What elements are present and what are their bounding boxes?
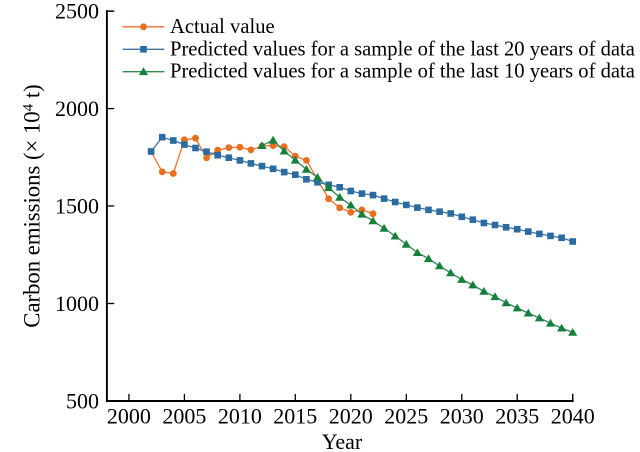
svg-text:2025: 2025: [384, 404, 428, 429]
svg-text:500: 500: [66, 389, 99, 414]
svg-text:2040: 2040: [551, 404, 595, 429]
svg-text:Year: Year: [322, 429, 363, 452]
svg-text:Predicted values for a sample: Predicted values for a sample of the las…: [170, 38, 635, 60]
svg-text:2500: 2500: [55, 0, 99, 24]
svg-text:2005: 2005: [162, 404, 206, 429]
svg-text:2000: 2000: [55, 96, 99, 121]
svg-text:Actual value: Actual value: [170, 16, 275, 38]
svg-text:Carbon emissions (× 104 t): Carbon emissions (× 104 t): [20, 84, 45, 327]
svg-text:2010: 2010: [218, 404, 262, 429]
svg-text:2000: 2000: [107, 404, 151, 429]
svg-text:2030: 2030: [440, 404, 484, 429]
svg-text:1500: 1500: [55, 194, 99, 219]
svg-text:Predicted values for a sample: Predicted values for a sample of the las…: [170, 61, 635, 83]
svg-text:2015: 2015: [273, 404, 317, 429]
svg-text:1000: 1000: [55, 291, 99, 316]
svg-text:2035: 2035: [495, 404, 539, 429]
svg-text:2020: 2020: [329, 404, 373, 429]
